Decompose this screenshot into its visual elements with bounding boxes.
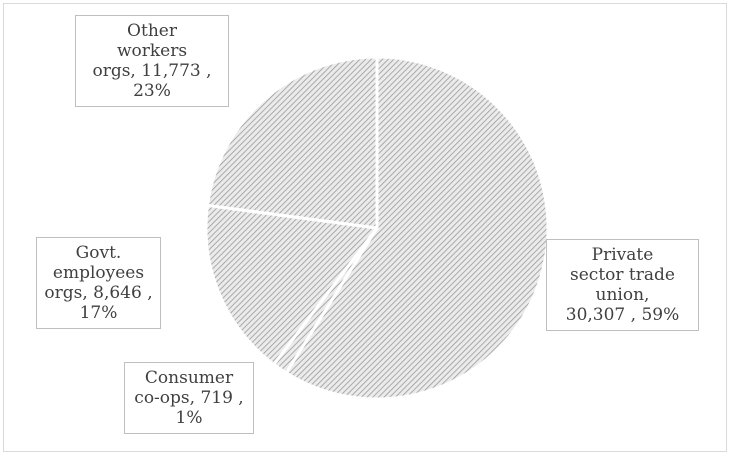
data-label-consumer-co-ops: Consumer co-ops, 719 , 1% xyxy=(124,362,254,434)
data-label-line: union, xyxy=(595,285,650,305)
data-label-govt-employees-orgs: Govt. employees orgs, 8,646 , 17% xyxy=(36,237,161,329)
pie-slice-other-workers-orgs xyxy=(206,55,379,230)
data-label-line: Other xyxy=(127,21,177,41)
data-label-private-sector-trade-union: Private sector trade union, 30,307 , 59% xyxy=(546,239,699,331)
data-label-other-workers-orgs: Other workers orgs, 11,773 , 23% xyxy=(75,15,229,107)
data-label-line: Govt. xyxy=(75,243,122,263)
data-label-line: 30,307 , 59% xyxy=(565,305,680,325)
pie-slice-govt-employees-orgs xyxy=(204,203,379,366)
data-label-line: orgs, 11,773 , xyxy=(92,61,212,81)
data-label-line: 23% xyxy=(133,81,171,101)
data-label-line: employees xyxy=(52,263,145,283)
data-label-line: Private xyxy=(591,245,654,265)
data-label-line: co-ops, 719 , xyxy=(134,388,244,408)
chart-frame xyxy=(3,3,727,452)
data-label-line: Consumer xyxy=(144,368,234,388)
data-label-line: orgs, 8,646 , xyxy=(44,283,153,303)
pie-slice-private-sector-trade-union xyxy=(284,55,550,401)
data-label-line: sector trade xyxy=(570,265,675,285)
data-label-line: 1% xyxy=(175,408,203,428)
data-label-line: workers xyxy=(116,41,188,61)
data-label-line: 17% xyxy=(79,303,118,323)
